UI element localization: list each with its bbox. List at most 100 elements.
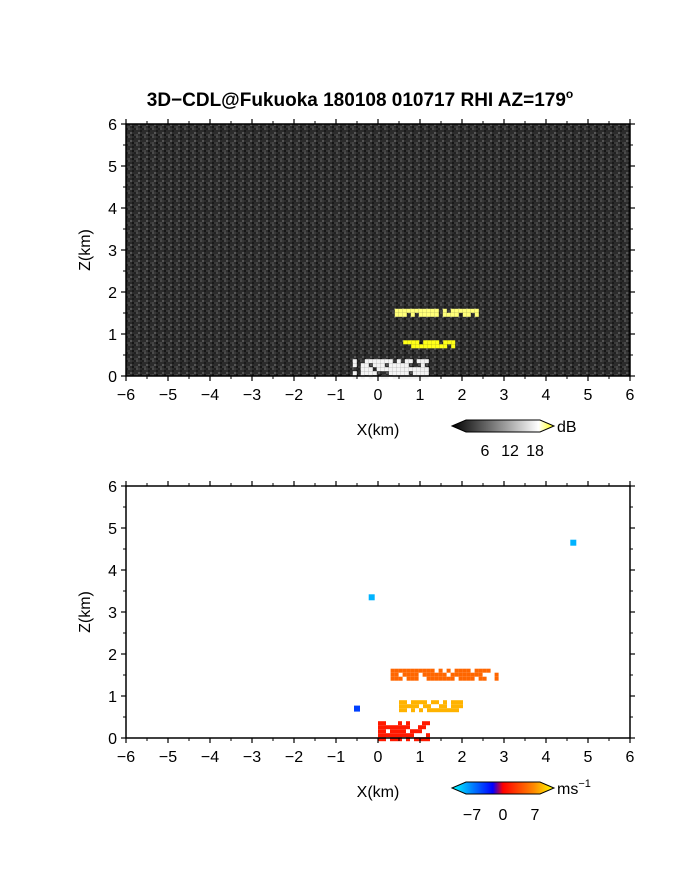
reflectivity-echo-cell xyxy=(384,359,389,364)
velocity-echo-cell xyxy=(414,672,419,677)
reflectivity-echo-cell xyxy=(466,308,471,313)
reflectivity-echo-cell xyxy=(474,312,479,317)
reflectivity-echo-cell xyxy=(400,371,405,376)
reflectivity-echo-cell xyxy=(360,371,365,376)
velocity-echo-cell xyxy=(426,668,431,673)
velocity-echo-cell xyxy=(438,668,443,673)
velocity-echo-cell xyxy=(458,672,463,677)
reflectivity-echo-cell xyxy=(420,367,425,372)
velocity-echo-cell xyxy=(470,672,475,677)
velocity-echo-cell xyxy=(410,672,415,677)
velocity-xlabel: X(km) xyxy=(357,784,400,801)
velocity-echo-cell xyxy=(422,668,427,673)
velocity-echo-cell xyxy=(447,708,451,713)
velocity-xtick-label: 6 xyxy=(626,749,635,766)
velocity-echo-cell xyxy=(398,725,402,730)
velocity-echo-cell xyxy=(390,672,395,677)
velocity-echo-cell xyxy=(427,704,431,709)
reflectivity-echo-cell xyxy=(400,375,405,380)
velocity-echo-cell xyxy=(455,708,459,713)
velocity-echo-cell xyxy=(459,700,463,705)
velocity-echo-cell xyxy=(466,676,471,681)
reflectivity-xtick-label: 0 xyxy=(374,387,383,404)
velocity-echo-cell xyxy=(422,672,427,677)
velocity-echo-cell xyxy=(419,700,423,705)
velocity-ytick-label: 0 xyxy=(108,731,117,748)
reflectivity-echo-cell xyxy=(423,344,428,349)
velocity-xtick-label: −2 xyxy=(285,749,303,766)
velocity-echo-cell xyxy=(455,704,459,709)
velocity-echo-cell xyxy=(399,704,403,709)
reflectivity-echo-cell xyxy=(398,312,403,317)
velocity-echo-cell xyxy=(378,721,382,726)
reflectivity-echo-cell xyxy=(422,308,427,313)
velocity-ytick-label: 2 xyxy=(108,647,117,664)
reflectivity-echo-cell xyxy=(431,340,436,345)
velocity-ytick-label: 1 xyxy=(108,689,117,706)
velocity-echo-cell xyxy=(458,668,463,673)
velocity-echo-cell xyxy=(402,725,406,730)
reflectivity-xtick-label: −4 xyxy=(201,387,219,404)
velocity-xtick-label: 3 xyxy=(500,749,509,766)
reflectivity-echo-cell xyxy=(406,308,411,313)
reflectivity-echo-cell xyxy=(470,308,475,313)
velocity-echo-cell xyxy=(426,676,431,681)
velocity-echo-cell xyxy=(426,721,430,726)
velocity-colorbar-tick: 0 xyxy=(499,807,508,824)
velocity-echo-cell xyxy=(406,733,410,738)
velocity-echo-cell xyxy=(422,721,426,726)
velocity-echo-cell xyxy=(378,733,382,738)
reflectivity-echo-cell xyxy=(396,371,401,376)
velocity-ytick-label: 3 xyxy=(108,605,117,622)
velocity-echo-cell xyxy=(443,704,447,709)
velocity-echo-cell xyxy=(394,733,398,738)
reflectivity-echo-cell xyxy=(404,359,409,364)
reflectivity-axes: −6 −5 −4 −3 −2 −1 0 1 2 3 4 5 6 0 1 2 3 4 5 6 xyxy=(108,117,635,404)
velocity-echo-cell xyxy=(398,733,402,738)
reflectivity-echo-cell xyxy=(412,375,417,380)
velocity-echo-cell xyxy=(418,725,422,730)
velocity-echo-cell xyxy=(415,704,419,709)
velocity-echo-cell xyxy=(399,700,403,705)
velocity-echo-cell xyxy=(478,668,483,673)
velocity-echo-cell xyxy=(482,676,487,681)
reflectivity-echo-cell xyxy=(403,340,408,345)
reflectivity-ytick-label: 3 xyxy=(108,243,117,260)
velocity-echo-cell xyxy=(414,737,418,742)
velocity-echo-cell xyxy=(382,725,386,730)
velocity-echo-cell xyxy=(390,737,394,742)
reflectivity-echo-cell xyxy=(411,340,416,345)
reflectivity-echo-cell xyxy=(352,363,357,368)
velocity-echo-cell xyxy=(411,708,415,713)
reflectivity-echo-cell xyxy=(392,371,397,376)
velocity-echo-cell xyxy=(418,668,423,673)
reflectivity-echo-cell xyxy=(408,375,413,380)
velocity-echo-cell xyxy=(438,676,443,681)
velocity-echo-cell xyxy=(390,668,395,673)
velocity-echo-cell xyxy=(406,737,410,742)
velocity-ytick-label: 5 xyxy=(108,521,117,538)
reflectivity-echo-cell xyxy=(424,375,429,380)
velocity-xtick-label: 5 xyxy=(584,749,593,766)
reflectivity-echo-cell xyxy=(423,340,428,345)
reflectivity-echo-cell xyxy=(419,344,424,349)
velocity-echo-cell xyxy=(394,725,398,730)
velocity-xtick-label: 4 xyxy=(542,749,551,766)
reflectivity-echo-cell xyxy=(352,375,357,380)
velocity-echo-cell xyxy=(443,708,447,713)
reflectivity-echo-cell xyxy=(408,359,413,364)
velocity-echo-cell xyxy=(414,668,419,673)
reflectivity-echo-cell xyxy=(408,367,413,372)
velocity-echo-cell xyxy=(478,676,483,681)
velocity-echo-cell xyxy=(411,700,415,705)
reflectivity-echo-cell xyxy=(402,308,407,313)
reflectivity-echo-cell xyxy=(380,375,385,380)
velocity-echo-cell xyxy=(394,668,399,673)
velocity-echo-point xyxy=(368,594,375,601)
reflectivity-ytick-label: 0 xyxy=(108,369,117,386)
reflectivity-ytick-label: 4 xyxy=(108,201,117,218)
reflectivity-xtick-label: −1 xyxy=(327,387,345,404)
reflectivity-echo-cell xyxy=(360,363,365,368)
velocity-echo-cell xyxy=(459,704,463,709)
